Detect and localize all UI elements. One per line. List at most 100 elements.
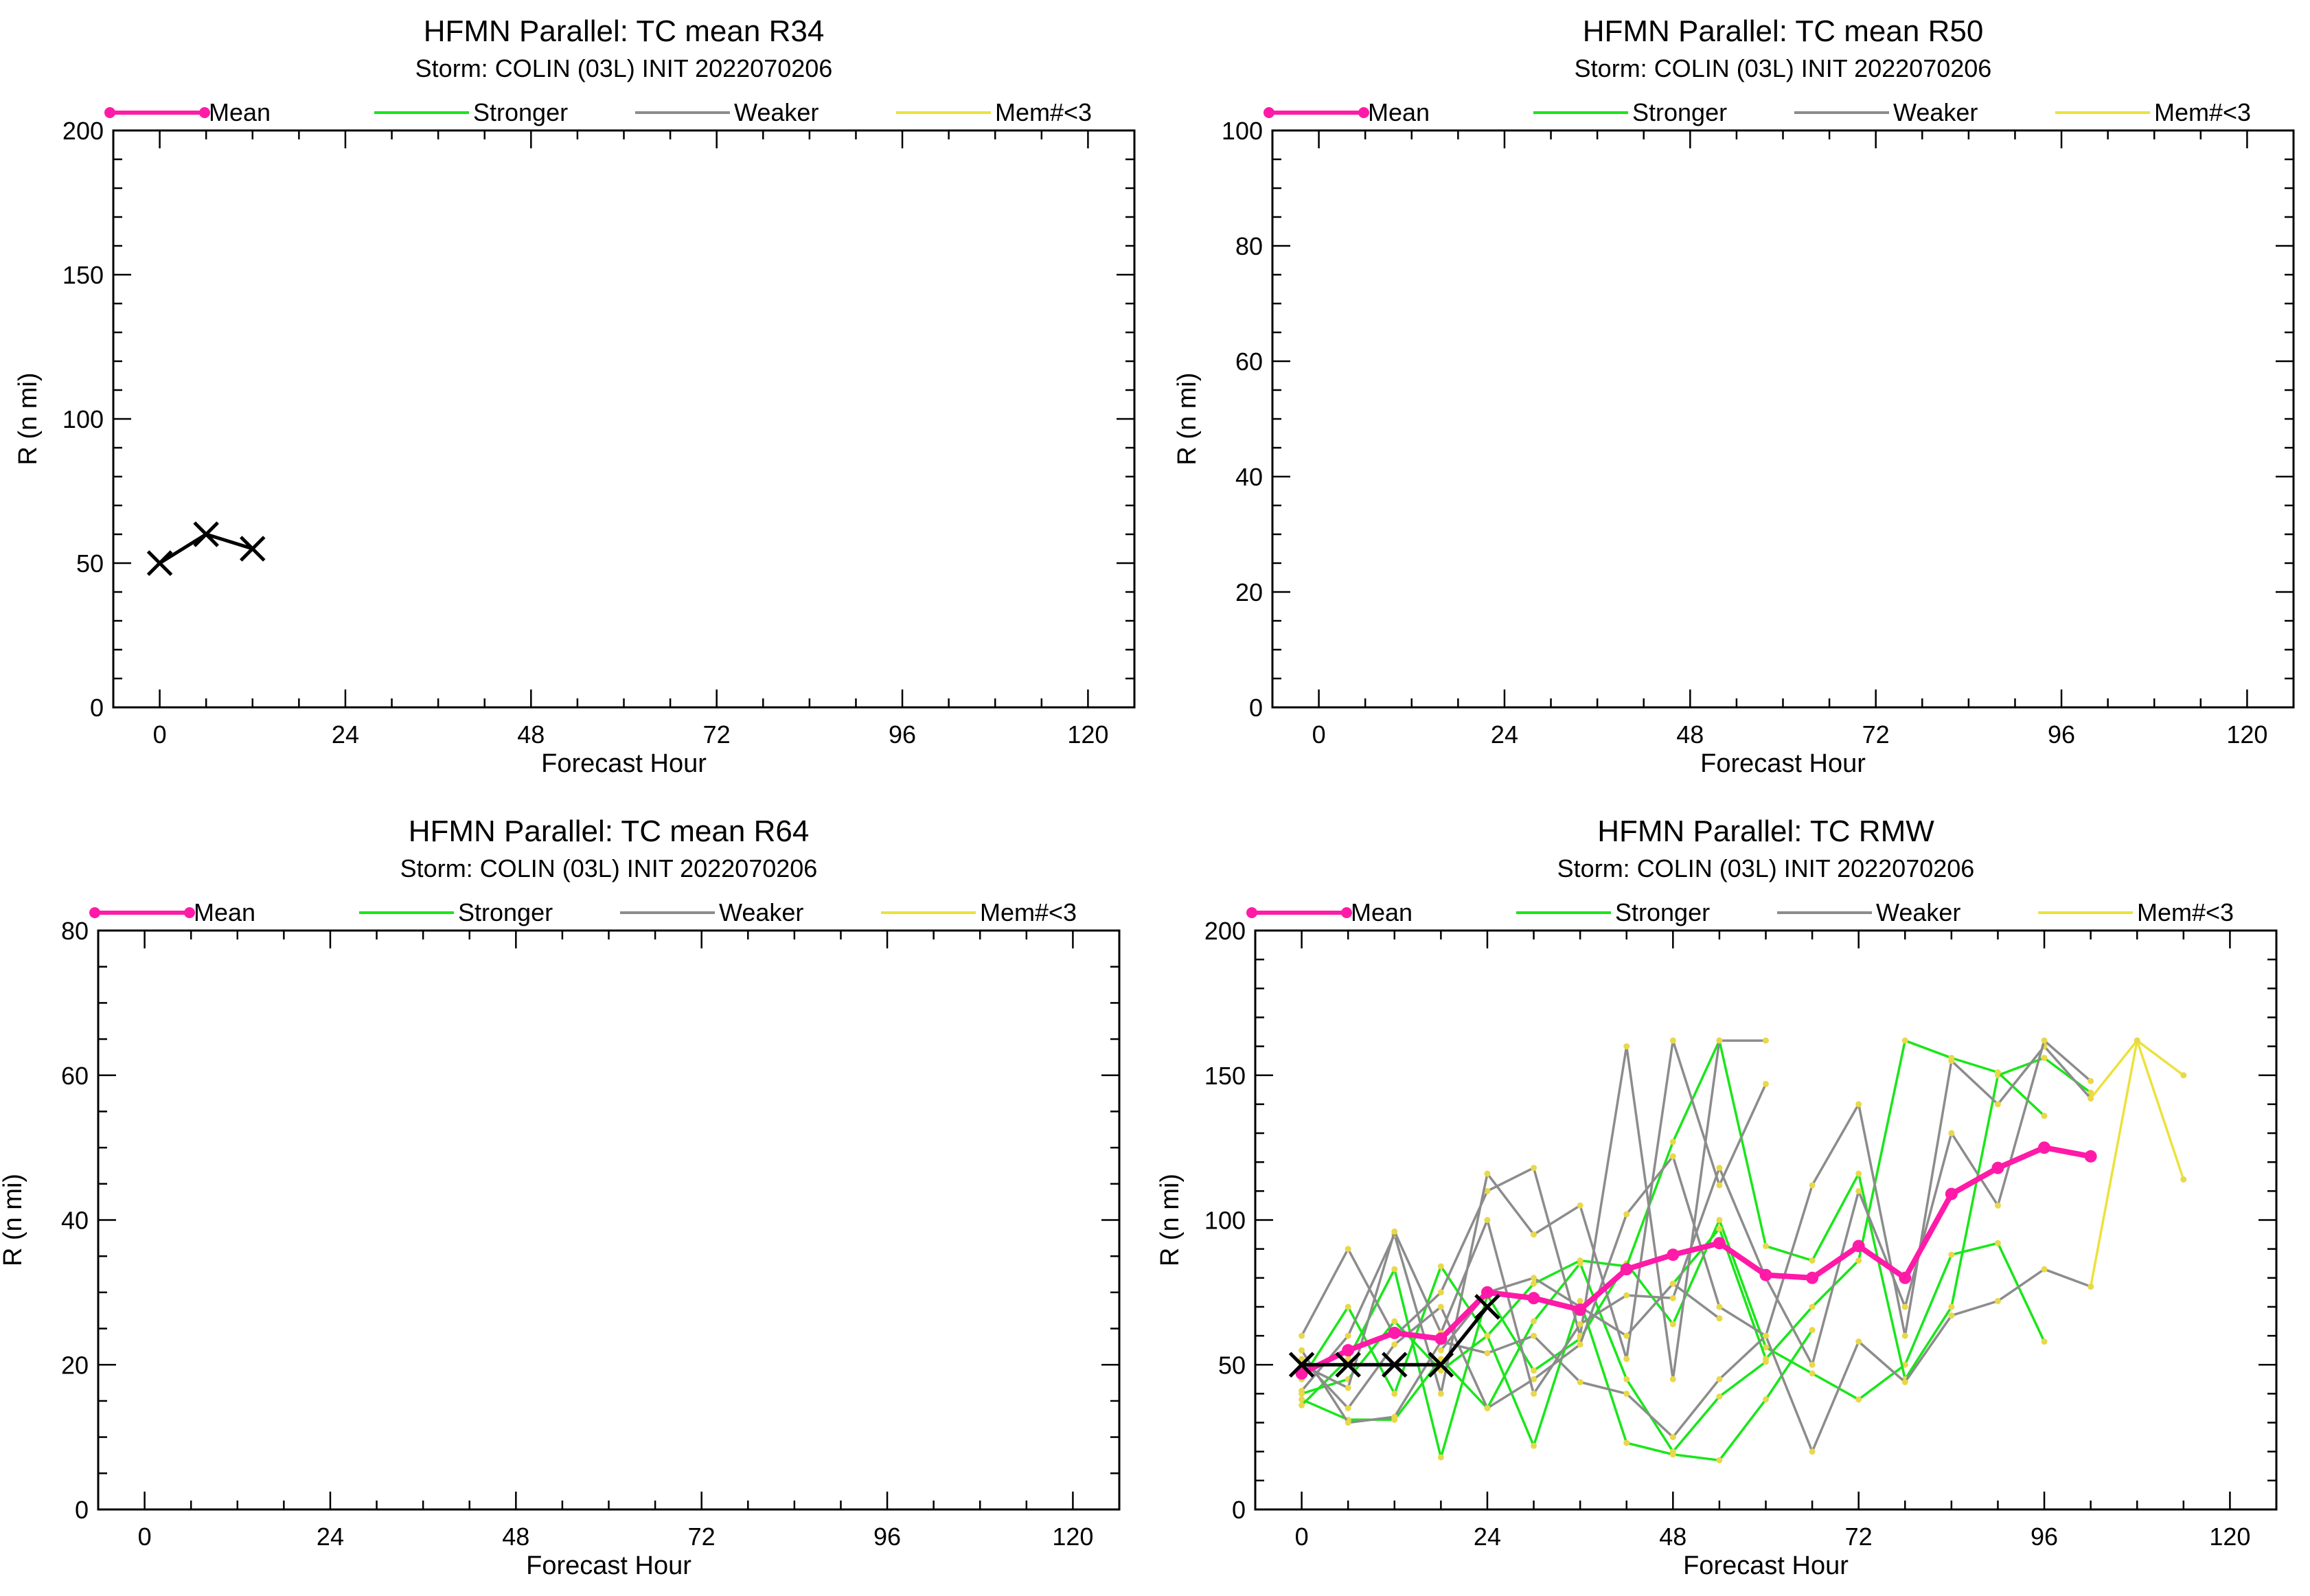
member-point [1531, 1165, 1537, 1172]
y-tick-label: 100 [1222, 117, 1263, 145]
y-tick-label: 150 [62, 261, 104, 289]
member-series [1299, 1037, 2187, 1463]
member-point [1948, 1130, 1955, 1137]
member-line-stronger [1301, 1265, 1814, 1462]
x-tick-label: 24 [1491, 720, 1518, 749]
y-tick-label: 60 [61, 1062, 89, 1090]
chart-panel-0: HFMN Parallel: TC mean R34 Storm: COLIN (… [14, 14, 1136, 778]
member-point [1484, 1332, 1491, 1339]
member-point [1763, 1344, 1769, 1351]
member-point [1623, 1211, 1630, 1218]
member-point [1669, 1280, 1676, 1287]
chart-title: HFMN Parallel: TC mean R34 [424, 14, 825, 48]
x-tick-label: 24 [1474, 1523, 1501, 1551]
legend-marker-mean [1358, 107, 1369, 118]
y-tick-label: 80 [1235, 232, 1263, 260]
legend-marker-mean [184, 907, 195, 918]
legend-label-mean: Mean [1351, 898, 1413, 926]
y-tick-label: 0 [75, 1496, 89, 1524]
member-point [1669, 1037, 1676, 1044]
x-axis-label: Forecast Hour [1683, 1551, 1849, 1580]
member-point [1855, 1187, 1862, 1194]
x-tick-label: 96 [2048, 720, 2075, 749]
legend-label-stronger: Stronger [458, 898, 553, 926]
member-point [1577, 1202, 1583, 1209]
member-point [2041, 1338, 2048, 1345]
member-point [1855, 1396, 1862, 1403]
legend-label-weaker: Weaker [1876, 898, 1960, 926]
member-point [1437, 1263, 1444, 1270]
member-point [1809, 1448, 1816, 1455]
member-point [1948, 1251, 1955, 1258]
member-point [1763, 1396, 1769, 1403]
member-point [1623, 1332, 1630, 1339]
member-point [1994, 1101, 2001, 1108]
legend: Mean Stronger Weaker Mem#<3 [1246, 898, 2234, 926]
member-point [1948, 1058, 1955, 1064]
member-point [1623, 1390, 1630, 1397]
member-point [1716, 1037, 1723, 1044]
mean-point [1759, 1268, 1772, 1281]
member-point [1809, 1257, 1816, 1264]
member-point [1623, 1439, 1630, 1446]
member-point [1531, 1275, 1537, 1281]
member-point [1855, 1170, 1862, 1177]
member-point [2088, 1089, 2094, 1096]
legend-marker-mean [1246, 907, 1257, 918]
y-tick-label: 0 [1232, 1496, 1246, 1524]
member-point [2088, 1283, 2094, 1290]
member-point [1716, 1303, 1723, 1310]
observed-marker [146, 550, 173, 576]
member-point [1763, 1080, 1769, 1087]
chart-subtitle: Storm: COLIN (03L) INIT 2022070206 [1557, 854, 1975, 882]
member-point [2041, 1037, 2048, 1044]
member-point [1391, 1228, 1398, 1235]
mean-point [1945, 1187, 1958, 1200]
member-point [1623, 1043, 1630, 1050]
member-point [1763, 1037, 1769, 1044]
member-point [1669, 1321, 1676, 1327]
chart-title: HFMN Parallel: TC RMW [1597, 814, 1934, 848]
mean-point [1899, 1271, 1912, 1284]
member-point [1763, 1242, 1769, 1249]
member-point [1484, 1217, 1491, 1223]
member-point [1391, 1413, 1398, 1420]
y-tick-label: 200 [62, 117, 104, 145]
y-tick-label: 0 [90, 694, 104, 722]
legend-marker-mean [89, 907, 100, 918]
member-point [1299, 1356, 1305, 1363]
x-tick-label: 0 [1295, 1523, 1309, 1551]
member-point [1669, 1376, 1676, 1382]
member-point [1531, 1318, 1537, 1325]
x-tick-label: 120 [1052, 1523, 1093, 1551]
member-point [1299, 1332, 1305, 1339]
x-tick-label: 0 [153, 720, 167, 749]
legend-label-few: Mem#<3 [2137, 898, 2234, 926]
member-point [2041, 1266, 2048, 1273]
mean-point [1620, 1263, 1633, 1276]
x-tick-label: 48 [1676, 720, 1704, 749]
member-point [1577, 1321, 1583, 1327]
legend-label-mean: Mean [194, 898, 255, 926]
observed-line [159, 532, 253, 565]
member-line-weaker [1301, 1045, 2092, 1410]
member-point [1484, 1349, 1491, 1356]
member-point [1437, 1289, 1444, 1296]
legend: Mean Stronger Weaker Mem#<3 [89, 898, 1077, 926]
member-line-few [2090, 1039, 2184, 1099]
member-point [1669, 1295, 1676, 1301]
member-point [2041, 1054, 2048, 1061]
x-tick-label: 48 [502, 1523, 529, 1551]
member-point [1809, 1327, 1816, 1334]
member-point [1809, 1303, 1816, 1310]
member-point [1623, 1376, 1630, 1382]
member-point [1484, 1170, 1491, 1177]
x-tick-label: 72 [1845, 1523, 1873, 1551]
x-tick-label: 24 [332, 720, 359, 749]
member-point [1855, 1257, 1862, 1264]
member-point [1345, 1384, 1351, 1391]
member-point [1669, 1451, 1676, 1458]
legend-label-stronger: Stronger [1632, 98, 1727, 126]
member-point [1901, 1037, 1908, 1044]
member-point [1763, 1332, 1769, 1339]
